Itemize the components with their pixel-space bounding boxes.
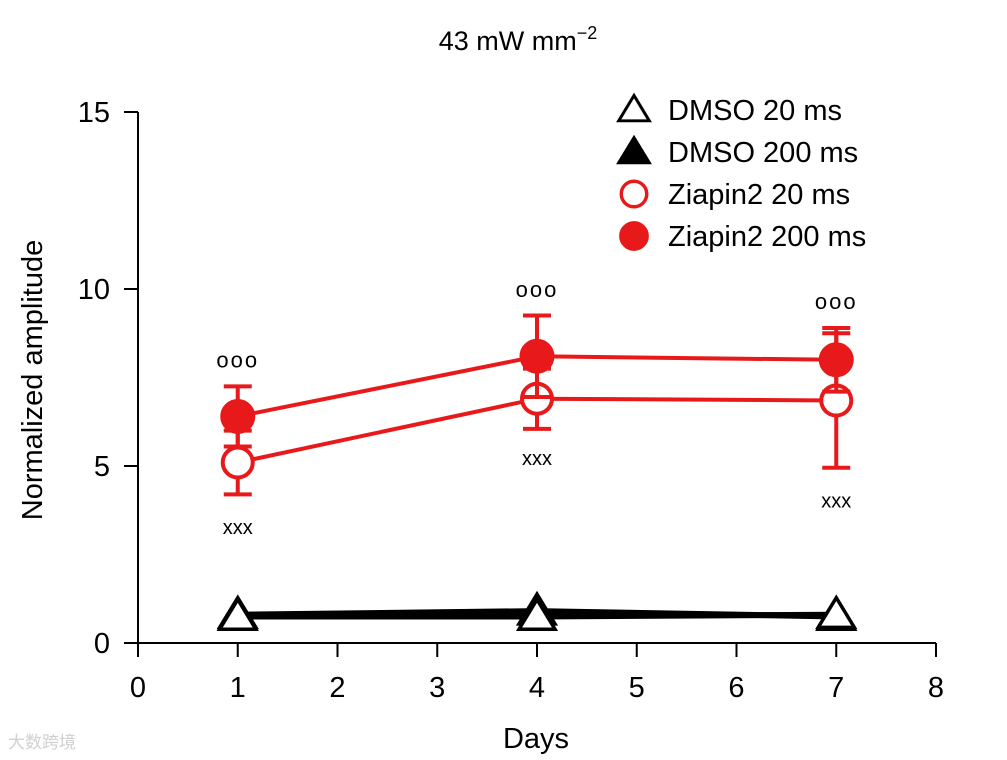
legend-marker xyxy=(616,92,652,123)
plot-area: ooo ooo ooo xxx xxx xxx xyxy=(216,277,858,631)
significance-annotation: xxx xyxy=(522,448,552,470)
x-tick-label: 1 xyxy=(230,672,246,704)
data-point xyxy=(818,342,854,378)
data-point xyxy=(220,398,256,434)
legend-label: Ziapin2 20 ms xyxy=(668,179,850,211)
y-axis-label: Normalized amplitude xyxy=(17,240,49,520)
legend-marker xyxy=(619,221,649,251)
legend: DMSO 20 ms DMSO 200 ms Ziapin2 20 ms Ziapin… xyxy=(616,92,866,253)
x-tick-label: 4 xyxy=(529,672,545,704)
series-ziapin2-200-ms xyxy=(220,313,854,449)
significance-annotation: xxx xyxy=(223,517,253,539)
significance-annotation: xxx xyxy=(821,490,851,512)
legend-entry: DMSO 200 ms xyxy=(616,134,858,169)
y-tick-label: 0 xyxy=(94,628,110,660)
axes: 0 5 10 15 0 1 2 3 4 5 6 7 8 xyxy=(78,97,944,704)
data-point xyxy=(515,596,559,631)
chart-title-main: 43 mW mm xyxy=(439,26,577,56)
chart-title-text: 43 mW mm−2 xyxy=(439,23,598,56)
legend-entry: Ziapin2 20 ms xyxy=(619,179,850,211)
legend-entry: DMSO 20 ms xyxy=(616,92,842,127)
y-tick-label: 10 xyxy=(78,274,110,306)
data-point xyxy=(815,594,858,630)
watermark: 大数跨境 xyxy=(8,733,76,753)
data-point xyxy=(220,445,255,480)
series-dmso-20-ms xyxy=(216,594,858,631)
chart-title-superscript: −2 xyxy=(577,23,598,43)
legend-marker xyxy=(619,179,649,209)
x-tick-label: 3 xyxy=(429,672,445,704)
x-tick-label: 8 xyxy=(928,672,944,704)
x-tick-label: 7 xyxy=(828,672,844,704)
x-tick-label: 6 xyxy=(728,672,744,704)
x-tick-label: 0 xyxy=(130,672,146,704)
significance-annotation: ooo xyxy=(815,289,858,314)
legend-label: DMSO 20 ms xyxy=(668,95,842,127)
data-point xyxy=(519,338,555,374)
y-tick-label: 15 xyxy=(78,97,110,129)
x-tick-label: 5 xyxy=(629,672,645,704)
legend-label: DMSO 200 ms xyxy=(668,137,858,169)
chart-title: 43 mW mm−2 xyxy=(439,23,598,56)
x-tick-label: 2 xyxy=(329,672,345,704)
y-tick-label: 5 xyxy=(94,451,110,483)
significance-annotation: ooo xyxy=(216,348,259,373)
legend-marker xyxy=(616,134,652,165)
legend-label: Ziapin2 200 ms xyxy=(668,221,866,253)
x-axis-label: Days xyxy=(503,723,569,755)
legend-entry: Ziapin2 200 ms xyxy=(619,221,866,253)
significance-annotation: ooo xyxy=(516,277,559,302)
data-point xyxy=(216,596,259,631)
